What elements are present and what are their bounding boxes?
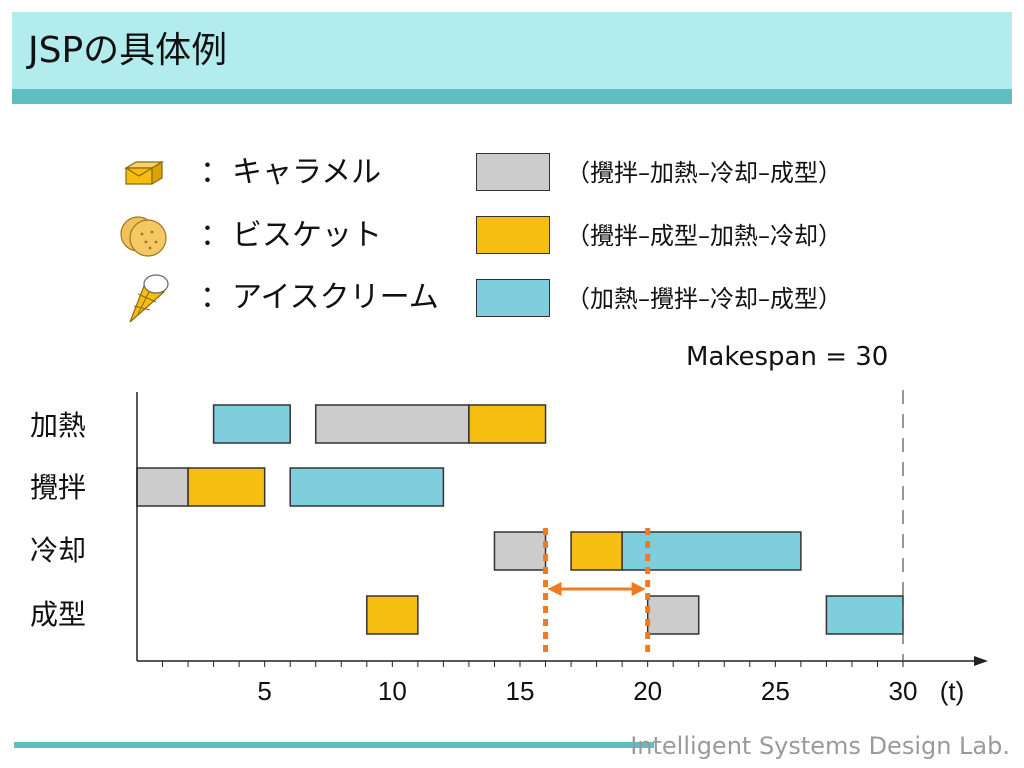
task-bar [314, 404, 470, 444]
legend-product-caramel: キャラメル [232, 155, 382, 190]
legend-swatch-caramel [476, 153, 550, 191]
legend-sequence-icecream: （加熱–攪拌–冷却–成型） [566, 285, 842, 313]
highlight-arrowhead-left [547, 582, 562, 596]
legend-swatch-biscuit [476, 216, 550, 254]
task-bar [366, 595, 419, 635]
task-bar [468, 404, 547, 444]
task-bar [493, 531, 547, 571]
footer-lab-name: Intelligent Systems Design Lab. [630, 732, 1010, 760]
task-bar [212, 404, 291, 444]
task-bar [187, 467, 266, 507]
task-bar [646, 595, 700, 635]
machine-label-molding: 成型 [30, 598, 87, 631]
machine-label-mixing: 攪拌 [30, 471, 87, 504]
caramel-icon [123, 160, 165, 186]
makespan-label: Makespan = 30 [686, 342, 889, 372]
x-tick-label: 10 [378, 676, 407, 706]
x-axis-unit: (t) [940, 676, 965, 706]
biscuit-icon [120, 216, 167, 257]
legend-separator-1: ： [200, 155, 230, 190]
legend-sequence-biscuit: （攪拌–成型–加熱–冷却） [566, 222, 842, 250]
icecream-icon [129, 274, 169, 323]
task-bar [289, 467, 445, 507]
legend-product-icecream: アイスクリーム [232, 280, 439, 315]
x-tick-label: 30 [889, 676, 918, 706]
x-tick-label: 5 [257, 676, 271, 706]
legend-separator-2: ： [200, 218, 230, 253]
x-tick-label: 25 [761, 676, 790, 706]
title-band [12, 12, 1012, 89]
legend-separator-3: ： [200, 280, 230, 315]
highlight-arrowhead-right [631, 582, 646, 596]
legend-swatch-icecream [476, 279, 550, 317]
task-bar [136, 467, 189, 507]
x-axis-arrow [974, 656, 988, 666]
task-bar [621, 531, 802, 571]
task-bar [570, 531, 623, 571]
legend-sequence-caramel: （攪拌–加熱–冷却–成型） [566, 159, 842, 187]
legend-product-biscuit: ビスケット [232, 218, 382, 253]
bottom-rule [14, 742, 654, 748]
slide-title: JSPの具体例 [28, 30, 228, 71]
x-tick-label: 20 [633, 676, 662, 706]
machine-label-cooling: 冷却 [30, 534, 87, 567]
task-bar [825, 595, 904, 635]
title-rule [12, 89, 1012, 104]
x-tick-label: 15 [506, 676, 535, 706]
machine-label-heating: 加熱 [30, 409, 87, 442]
